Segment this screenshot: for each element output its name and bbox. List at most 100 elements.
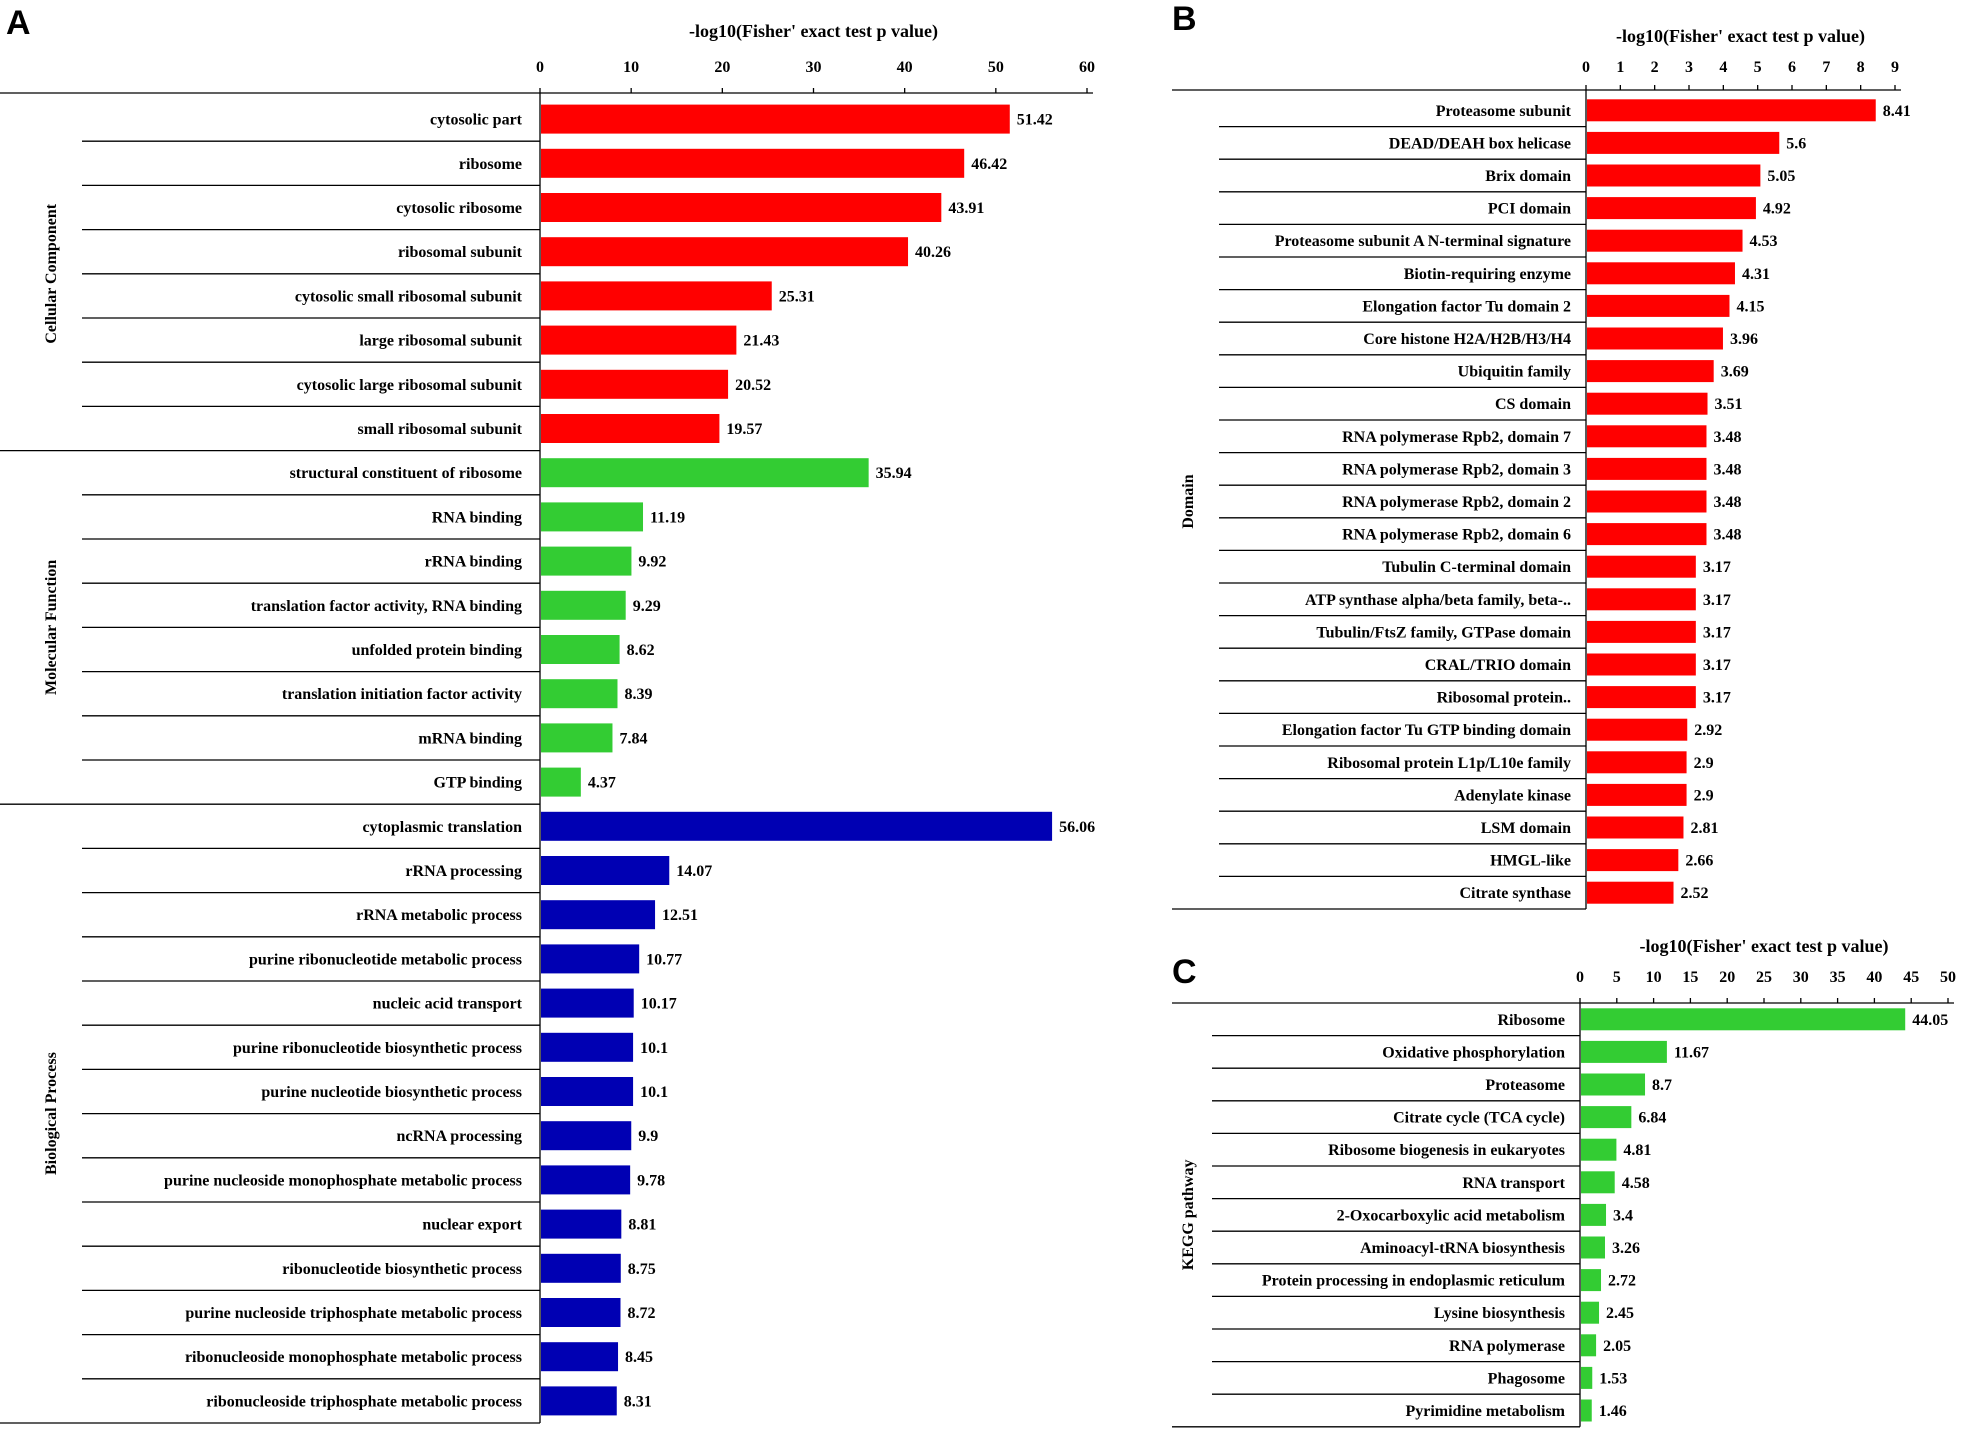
category-label: Core histone H2A/H2B/H3/H4 xyxy=(1363,331,1571,348)
bar xyxy=(541,679,618,709)
panel-letter: A xyxy=(6,4,31,42)
data-label: 4.92 xyxy=(1763,201,1791,218)
data-label: 8.39 xyxy=(624,686,652,703)
data-label: 10.17 xyxy=(641,996,677,1013)
category-label: Oxidative phosphorylation xyxy=(1382,1044,1565,1061)
bar xyxy=(541,900,656,930)
data-label: 3.96 xyxy=(1730,331,1758,348)
data-label: 9.78 xyxy=(637,1172,665,1189)
bar xyxy=(541,1253,621,1283)
data-label: 2.92 xyxy=(1694,722,1722,739)
bar xyxy=(541,546,632,576)
data-label: 2.81 xyxy=(1690,820,1718,837)
category-label: ncRNA processing xyxy=(397,1128,523,1145)
category-label: Citrate cycle (TCA cycle) xyxy=(1393,1110,1565,1127)
bar xyxy=(1587,490,1707,513)
bar xyxy=(1587,555,1696,578)
bar xyxy=(1581,1366,1593,1389)
category-label: rRNA metabolic process xyxy=(356,907,522,924)
category-label: Proteasome subunit A N-terminal signatur… xyxy=(1275,233,1571,250)
category-label: 2-Oxocarboxylic acid metabolism xyxy=(1337,1207,1566,1224)
x-tick-label: 60 xyxy=(1079,59,1095,76)
bar xyxy=(1587,164,1761,187)
panel-b: B -log10(Fisher' exact test p value) 0 1 2 3 4… xyxy=(1172,0,1911,910)
x-tick-label: 5 xyxy=(1754,59,1762,76)
data-label: 3.69 xyxy=(1721,364,1749,381)
data-label: 8.7 xyxy=(1652,1077,1672,1094)
category-label: Biotin-requiring enzyme xyxy=(1404,266,1571,283)
category-label: Tubulin/FtsZ family, GTPase domain xyxy=(1316,624,1571,641)
category-label: unfolded protein binding xyxy=(352,642,522,659)
data-label: 14.07 xyxy=(676,863,712,880)
bar xyxy=(1587,816,1684,839)
group-label: Biological Process xyxy=(43,1052,60,1175)
bar xyxy=(1587,262,1735,285)
data-label: 2.9 xyxy=(1694,787,1714,804)
data-label: 19.57 xyxy=(726,421,762,438)
x-tick-label: 40 xyxy=(1866,969,1882,986)
data-label: 2.45 xyxy=(1606,1305,1634,1322)
bar xyxy=(1581,1399,1592,1422)
bar xyxy=(541,1121,632,1151)
data-label: 6.84 xyxy=(1638,1110,1666,1127)
x-tick-label: 9 xyxy=(1891,59,1899,76)
bar xyxy=(541,767,581,797)
bar xyxy=(1587,849,1679,872)
x-tick-label: 10 xyxy=(1646,969,1662,986)
category-label: Ribosome xyxy=(1497,1012,1565,1029)
bar xyxy=(1587,718,1688,741)
x-tick-label: 30 xyxy=(1793,969,1809,986)
category-label: RNA polymerase Rpb2, domain 6 xyxy=(1342,527,1571,544)
category-label: Elongation factor Tu domain 2 xyxy=(1362,298,1571,315)
category-label: cytosolic small ribosomal subunit xyxy=(295,288,523,305)
x-tick-label: 20 xyxy=(1719,969,1735,986)
category-label: purine ribonucleotide metabolic process xyxy=(249,951,522,968)
data-label: 8.72 xyxy=(627,1305,655,1322)
data-label: 3.48 xyxy=(1713,494,1741,511)
x-tick-label: 8 xyxy=(1857,59,1865,76)
bar xyxy=(1581,1203,1607,1226)
bar xyxy=(541,104,1010,134)
data-label: 2.52 xyxy=(1681,885,1709,902)
bar xyxy=(1587,620,1696,643)
category-label: mRNA binding xyxy=(418,730,522,747)
category-label: RNA polymerase Rpb2, domain 7 xyxy=(1342,429,1571,446)
bar xyxy=(1581,1236,1605,1259)
bar xyxy=(541,590,626,620)
panel-letter: B xyxy=(1172,0,1197,38)
category-label: ATP synthase alpha/beta family, beta-.. xyxy=(1305,592,1571,609)
bar xyxy=(541,148,965,178)
data-label: 4.31 xyxy=(1742,266,1770,283)
category-label: small ribosomal subunit xyxy=(358,421,523,438)
data-label: 4.81 xyxy=(1623,1142,1651,1159)
category-label: Brix domain xyxy=(1485,168,1571,185)
category-label: CRAL/TRIO domain xyxy=(1425,657,1571,674)
x-tick-label: 50 xyxy=(1940,969,1956,986)
data-label: 35.94 xyxy=(876,465,912,482)
data-label: 1.53 xyxy=(1599,1370,1627,1387)
bar xyxy=(1581,1073,1646,1096)
x-tick-label: 6 xyxy=(1788,59,1796,76)
category-label: purine nucleoside triphosphate metabolic… xyxy=(185,1305,522,1322)
bar xyxy=(541,1386,617,1416)
data-label: 10.1 xyxy=(640,1040,668,1057)
category-label: ribonucleoside monophosphate metabolic p… xyxy=(185,1349,522,1366)
category-label: ribosomal subunit xyxy=(398,244,523,261)
x-tick-label: 1 xyxy=(1616,59,1624,76)
data-label: 9.9 xyxy=(638,1128,658,1145)
category-label: cytoplasmic translation xyxy=(362,819,522,836)
data-label: 3.17 xyxy=(1703,559,1731,576)
category-label: Elongation factor Tu GTP binding domain xyxy=(1282,722,1571,739)
x-tick-label: 2 xyxy=(1651,59,1659,76)
bar xyxy=(1581,1269,1602,1292)
category-label: Ubiquitin family xyxy=(1458,364,1571,381)
category-label: ribosome xyxy=(459,156,522,173)
x-tick-label: 10 xyxy=(623,59,639,76)
data-label: 3.48 xyxy=(1713,461,1741,478)
bar xyxy=(1587,229,1743,252)
bar xyxy=(1581,1008,1906,1031)
category-label: translation initiation factor activity xyxy=(282,686,522,703)
data-label: 2.66 xyxy=(1685,853,1713,870)
bar xyxy=(541,1298,621,1327)
bar xyxy=(1587,457,1707,480)
